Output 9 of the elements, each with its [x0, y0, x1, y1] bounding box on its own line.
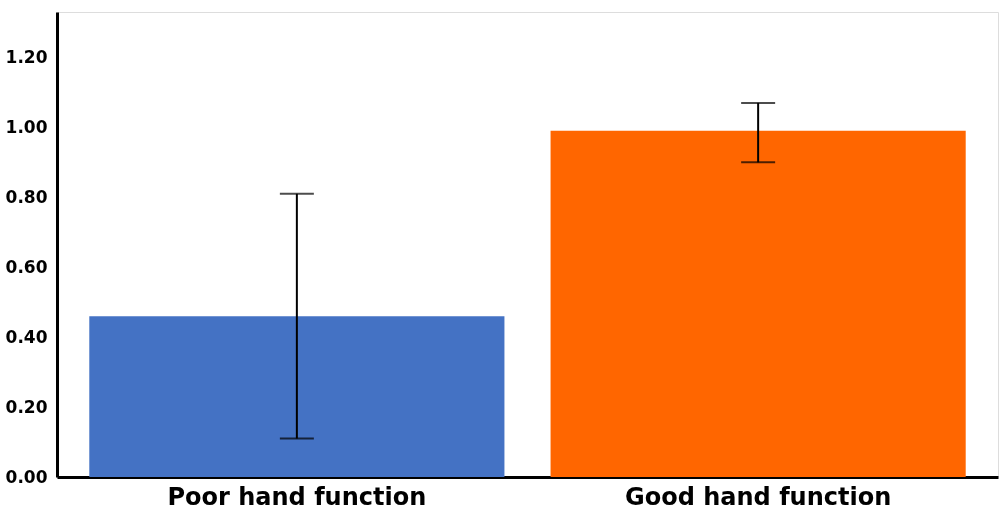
x-tick-label: Good hand function: [625, 482, 892, 511]
y-tick-label: 1.20: [5, 46, 48, 67]
y-tick-label: 0.20: [5, 396, 48, 417]
y-tick-label: 0.60: [5, 256, 48, 277]
x-tick-label: Poor hand function: [167, 482, 427, 511]
y-tick-label: 0.80: [5, 186, 48, 207]
y-tick-label: 0.40: [5, 326, 48, 347]
y-tick-label: 1.00: [5, 116, 48, 137]
y-tick-label: 0.00: [5, 466, 48, 487]
